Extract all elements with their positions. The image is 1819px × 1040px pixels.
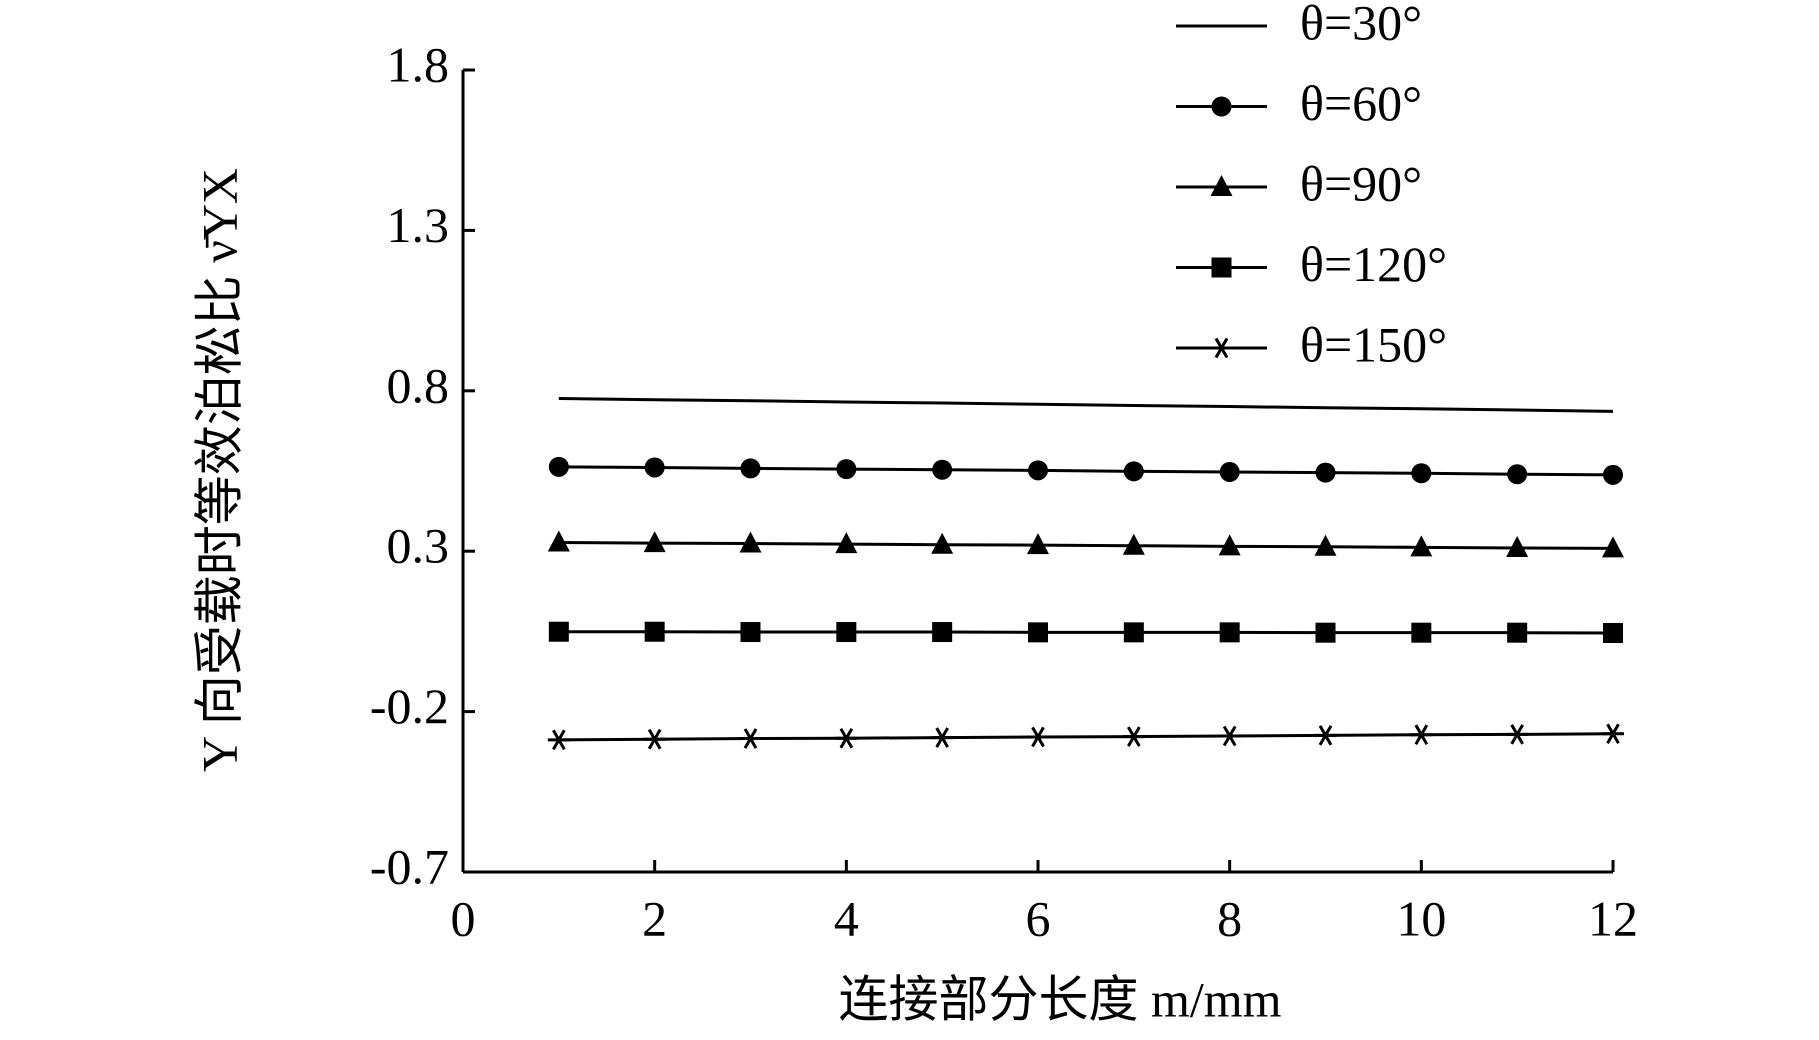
marker <box>548 621 569 642</box>
marker <box>1122 533 1145 555</box>
marker <box>932 459 953 480</box>
marker <box>740 458 761 479</box>
marker <box>643 531 666 553</box>
marker <box>1123 461 1144 482</box>
marker <box>1603 623 1623 644</box>
marker <box>740 622 761 643</box>
x-tick-label: 12 <box>1588 890 1638 946</box>
x-tick-label: 4 <box>834 890 859 946</box>
marker <box>739 728 762 749</box>
y-tick-label: -0.7 <box>370 838 449 894</box>
marker <box>548 456 569 477</box>
marker <box>1314 725 1337 746</box>
marker <box>1507 622 1528 643</box>
marker <box>1315 462 1336 483</box>
marker <box>931 532 954 554</box>
marker <box>835 727 858 749</box>
legend-marker <box>1211 96 1232 117</box>
marker <box>931 727 954 748</box>
marker <box>1506 724 1529 745</box>
marker <box>739 531 762 553</box>
marker <box>1411 463 1432 484</box>
marker <box>1410 535 1433 557</box>
legend-label: θ=150° <box>1300 316 1447 372</box>
marker <box>644 457 665 478</box>
y-tick-label: 1.3 <box>387 197 450 253</box>
marker <box>547 729 570 751</box>
marker <box>1027 533 1049 555</box>
marker <box>644 621 665 642</box>
legend-label: θ=60° <box>1300 75 1422 131</box>
marker <box>1602 723 1624 745</box>
legend-label: θ=90° <box>1300 155 1422 211</box>
x-axis-label: 连接部分长度 m/mm <box>838 971 1281 1027</box>
marker <box>1602 536 1624 558</box>
marker <box>932 622 953 643</box>
legend-label: θ=120° <box>1300 236 1447 292</box>
legend-marker <box>1210 337 1233 359</box>
x-tick-label: 2 <box>642 890 667 946</box>
marker <box>1219 461 1240 482</box>
x-tick-label: 8 <box>1217 890 1242 946</box>
marker <box>643 728 666 750</box>
y-tick-label: 1.8 <box>387 36 450 92</box>
marker <box>1028 622 1048 643</box>
y-tick-label: 0.8 <box>387 357 450 413</box>
marker <box>1122 726 1145 747</box>
legend-marker <box>1210 175 1233 196</box>
marker <box>1315 622 1336 643</box>
marker <box>836 459 857 480</box>
x-tick-label: 0 <box>451 890 476 946</box>
line <box>558 732 1614 742</box>
marker <box>1219 622 1240 643</box>
marker <box>1123 622 1144 643</box>
line <box>558 396 1614 413</box>
marker <box>1027 726 1049 748</box>
line <box>558 541 1614 550</box>
y-tick-label: 0.3 <box>387 518 450 574</box>
x-tick-label: 10 <box>1396 890 1446 946</box>
marker <box>1603 464 1623 485</box>
line <box>558 465 1614 477</box>
y-tick-label: -0.2 <box>370 678 449 734</box>
marker <box>1218 534 1241 556</box>
marker <box>1314 534 1337 556</box>
y-axis-label: Y 向受载时等效泊松比 ν̄YX <box>191 168 247 772</box>
marker <box>1411 622 1432 643</box>
marker <box>1507 464 1528 485</box>
marker <box>1218 725 1241 747</box>
marker <box>835 532 858 554</box>
legend-label: θ=30° <box>1300 0 1422 50</box>
legend-marker <box>1211 257 1232 278</box>
marker <box>1028 460 1048 481</box>
line <box>558 630 1614 635</box>
marker <box>836 622 857 643</box>
marker <box>547 530 570 552</box>
x-tick-label: 6 <box>1026 890 1051 946</box>
marker <box>1506 535 1529 557</box>
marker <box>1410 724 1433 745</box>
